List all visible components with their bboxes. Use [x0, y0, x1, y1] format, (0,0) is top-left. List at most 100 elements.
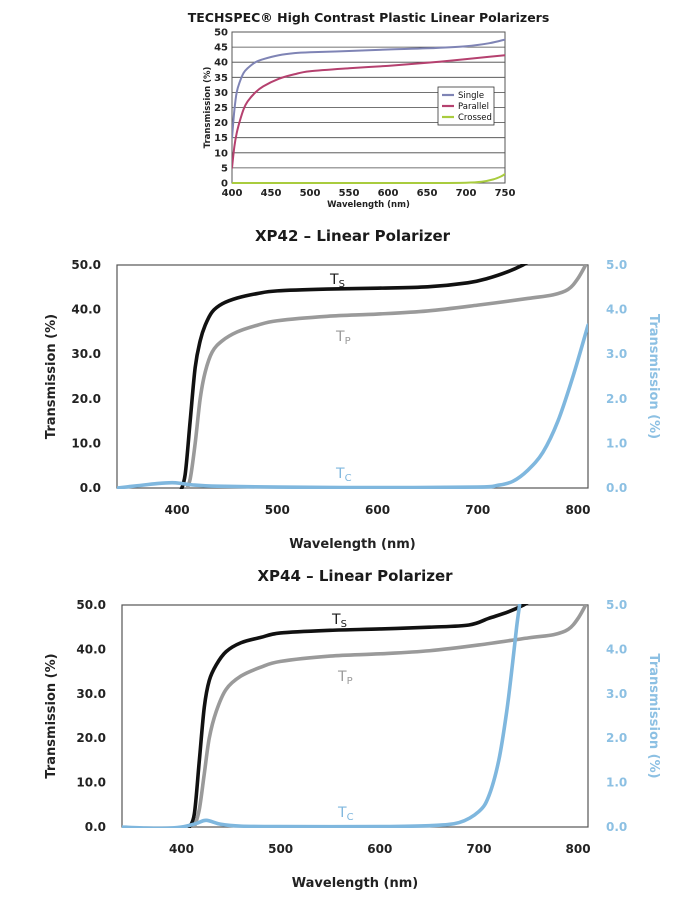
y2-tick-label: 2.0	[606, 731, 627, 745]
series-label-ts: TS	[329, 272, 345, 290]
y2-tick-label: 2.0	[606, 392, 627, 406]
chart-1: TECHSPEC® High Contrast Plastic Linear P…	[188, 10, 550, 210]
series-line-single	[232, 38, 505, 139]
x-tick-label: 700	[456, 188, 477, 199]
legend-label-single: Single	[458, 91, 484, 101]
y2-axis-label: Transmission (%)	[646, 314, 661, 439]
series-label-sub: P	[345, 336, 351, 347]
y2-tick-label: 0.0	[606, 481, 627, 495]
y2-tick-label: 4.0	[606, 642, 627, 656]
y-tick-label: 30.0	[71, 347, 101, 361]
series-label-ts: TS	[331, 612, 347, 630]
y-axis-label: Transmission (%)	[44, 314, 59, 439]
series-label-tp: TP	[337, 669, 353, 687]
y-tick-label: 0.0	[85, 820, 106, 834]
x-tick-label: 400	[222, 188, 243, 199]
series-label-sub: S	[339, 279, 345, 290]
y-tick-label: 50.0	[71, 258, 101, 272]
series-label-main: T	[335, 466, 345, 482]
x-tick-label: 600	[378, 188, 399, 199]
chart-title: XP42 – Linear Polarizer	[255, 227, 451, 245]
y-tick-label: 20.0	[71, 392, 101, 406]
series-line-tc	[117, 323, 588, 489]
series-group	[232, 38, 505, 184]
y-tick-label: 5	[221, 163, 228, 174]
y-tick-label: 50	[214, 28, 228, 39]
y-tick-label: 15	[214, 133, 228, 144]
series-line-tc	[122, 604, 522, 828]
y-tick-label: 20	[214, 118, 228, 129]
series-line-ts	[187, 604, 529, 828]
x-tick-label: 800	[566, 842, 591, 856]
chart-title: TECHSPEC® High Contrast Plastic Linear P…	[188, 10, 550, 25]
series-line-tp	[184, 264, 588, 489]
y-tick-label: 50.0	[76, 598, 106, 612]
x-tick-label: 750	[495, 188, 516, 199]
y-tick-label: 25	[214, 103, 228, 114]
series-label-sub: S	[341, 619, 347, 630]
x-axis-label: Wavelength (nm)	[289, 537, 415, 552]
y2-tick-label: 3.0	[606, 347, 627, 361]
y2-tick-label: 1.0	[606, 776, 627, 790]
y-tick-label: 10.0	[76, 776, 106, 790]
x-tick-label: 500	[300, 188, 321, 199]
y-tick-label: 40.0	[76, 642, 106, 656]
x-tick-label: 550	[339, 188, 360, 199]
y2-tick-label: 1.0	[606, 436, 627, 450]
series-line-tp	[192, 604, 588, 828]
x-tick-label: 700	[466, 842, 491, 856]
x-axis-label: Wavelength (nm)	[292, 876, 418, 891]
series-label-main: T	[337, 669, 347, 685]
y-axis-label: Transmission (%)	[203, 66, 213, 148]
series-group	[122, 604, 588, 828]
y-tick-label: 30.0	[76, 687, 106, 701]
y-tick-label: 10.0	[71, 436, 101, 450]
y-tick-label: 40.0	[71, 303, 101, 317]
y2-tick-label: 4.0	[606, 303, 627, 317]
series-label-sub: C	[345, 473, 352, 484]
x-tick-label: 400	[165, 503, 190, 517]
x-tick-label: 700	[465, 503, 490, 517]
x-tick-label: 400	[169, 842, 194, 856]
series-group	[117, 264, 588, 489]
y-tick-label: 0.0	[80, 481, 101, 495]
y2-tick-label: 3.0	[606, 687, 627, 701]
y2-axis-label: Transmission (%)	[646, 653, 661, 778]
series-label-sub: P	[347, 676, 353, 687]
y2-tick-label: 5.0	[606, 258, 627, 272]
x-tick-label: 450	[261, 188, 282, 199]
series-label-main: T	[335, 329, 345, 345]
y-tick-label: 40	[214, 58, 228, 69]
legend-label-parallel: Parallel	[458, 102, 489, 112]
y-tick-label: 45	[214, 43, 228, 54]
legend-label-crossed: Crossed	[458, 113, 492, 123]
x-axis-label: Wavelength (nm)	[327, 200, 410, 210]
series-label-tp: TP	[335, 329, 351, 347]
chart-title: XP44 – Linear Polarizer	[257, 567, 453, 585]
series-label-sub: C	[347, 812, 354, 823]
x-tick-label: 600	[367, 842, 392, 856]
series-label-main: T	[337, 805, 347, 821]
series-label-main: T	[329, 272, 339, 288]
x-tick-label: 600	[365, 503, 390, 517]
chart-2: XP42 – Linear Polarizer 0.0 10.0 20.0 30.0 40…	[44, 227, 661, 552]
x-tick-label: 500	[265, 503, 290, 517]
chart-3: XP44 – Linear Polarizer 0.0 10.0 20.0 30.0 40…	[44, 567, 661, 891]
y-tick-label: 20.0	[76, 731, 106, 745]
series-line-crossed	[232, 172, 505, 184]
series-label-main: T	[331, 612, 341, 628]
x-tick-label: 500	[268, 842, 293, 856]
x-tick-label: 650	[417, 188, 438, 199]
y-tick-label: 30	[214, 88, 228, 99]
y-tick-label: 0	[221, 179, 228, 190]
series-label-tc: TC	[337, 805, 354, 823]
y-tick-label: 10	[214, 148, 228, 159]
x-tick-label: 800	[565, 503, 590, 517]
series-line-parallel	[232, 54, 505, 169]
y2-tick-label: 0.0	[606, 820, 627, 834]
y-tick-label: 35	[214, 73, 228, 84]
y-axis-label: Transmission (%)	[44, 653, 59, 778]
series-label-tc: TC	[335, 466, 352, 484]
